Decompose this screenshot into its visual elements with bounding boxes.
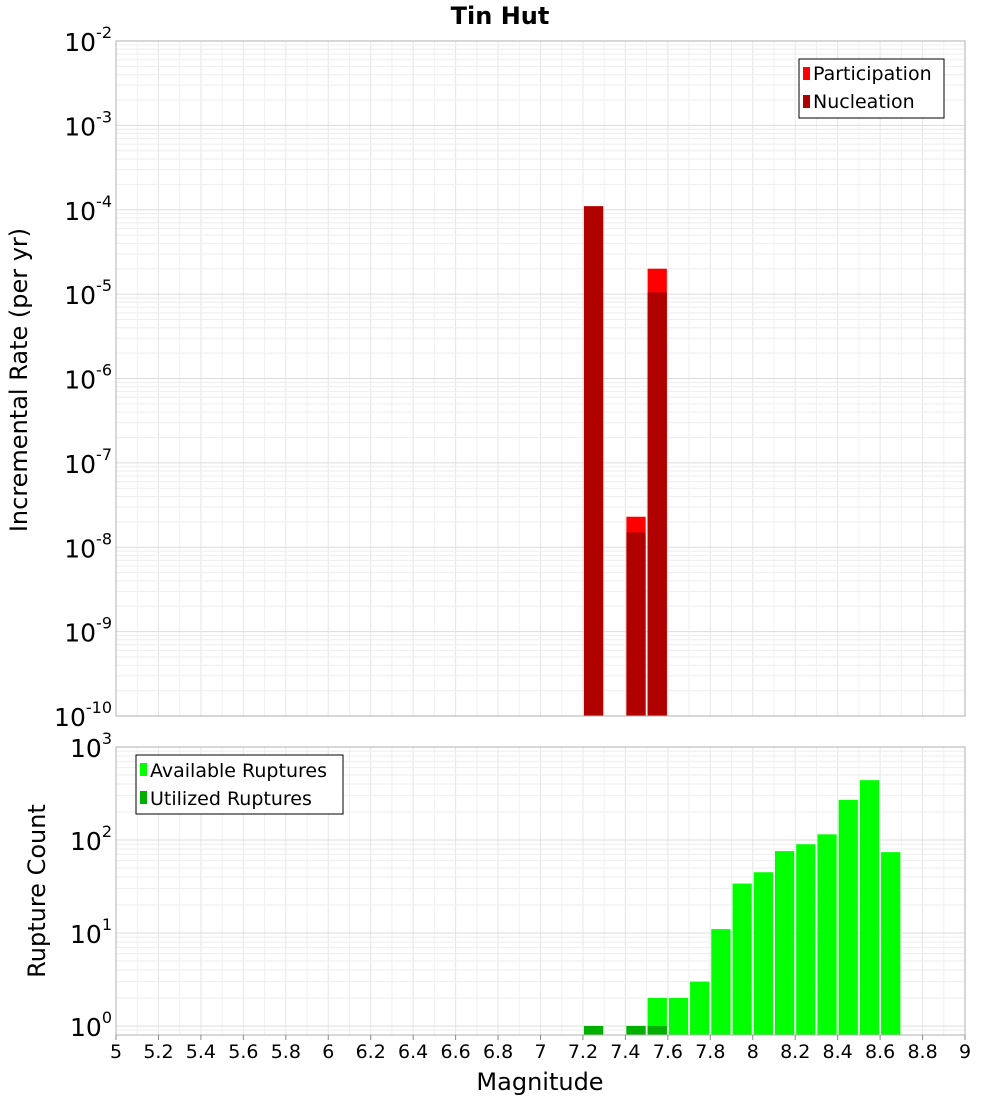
x-tick-label: 8.2 (780, 1041, 810, 1063)
available-ruptures-bar (774, 851, 795, 1035)
x-tick-label: 5.8 (271, 1041, 301, 1063)
available-ruptures-bar (690, 981, 710, 1035)
available-ruptures-bar (817, 834, 837, 1035)
utilized-ruptures-bar (647, 1025, 667, 1035)
bottom-y-tick-label: 102 (70, 822, 112, 856)
bottom-legend-box (135, 754, 344, 815)
x-tick-label: 7 (534, 1041, 546, 1063)
legend-label-utilized: Utilized Ruptures (150, 788, 312, 810)
bottom-x-ticks: 5 5.2 5.4 5.6 5.8 6 6.2 6.4 6.6 6.8 7 7.2 7.4 7.6 7.8 8… (110, 1035, 971, 1063)
top-y-tick-label: 10-9 (64, 614, 112, 648)
legend-label-available: Available Ruptures (150, 760, 327, 782)
x-tick-label: 9 (959, 1041, 971, 1063)
bottom-y-ticks: 103 102 101 100 (70, 729, 112, 1042)
bottom-legend: Available Ruptures Utilized Ruptures (135, 754, 344, 815)
legend-swatch-utilized (140, 791, 147, 804)
top-y-tick-label: 10-3 (64, 107, 112, 141)
top-y-tick-label: 10-8 (64, 529, 112, 563)
chart-title: Tin Hut (451, 2, 550, 30)
legend-swatch-participation (803, 67, 810, 80)
top-y-tick-label: 10-10 (54, 698, 112, 732)
top-legend: Participation Nucleation (798, 58, 945, 119)
x-tick-label: 6 (322, 1041, 334, 1063)
x-tick-label: 5.4 (186, 1041, 216, 1063)
top-grid (115, 40, 966, 717)
x-tick-label: 6.4 (398, 1041, 428, 1063)
available-ruptures-bar (859, 780, 880, 1035)
legend-label-nucleation: Nucleation (813, 91, 915, 113)
x-tick-label: 7.2 (568, 1041, 598, 1063)
x-tick-label: 6.8 (483, 1041, 513, 1063)
bottom-bars (583, 780, 901, 1035)
bottom-y-axis-label: Rupture Count (23, 804, 51, 978)
nucleation-bar (647, 292, 667, 716)
x-tick-label: 7.6 (653, 1041, 683, 1063)
legend-swatch-nucleation (803, 95, 810, 108)
available-ruptures-bar (881, 852, 901, 1035)
x-axis-label: Magnitude (476, 1068, 603, 1096)
available-ruptures-bar (668, 997, 689, 1035)
top-y-tick-label: 10-2 (64, 23, 112, 57)
available-ruptures-bar (711, 929, 731, 1035)
legend-swatch-available (140, 763, 147, 776)
top-bars (583, 206, 667, 716)
top-y-tick-label: 10-7 (64, 445, 112, 479)
top-y-tick-label: 10-5 (64, 276, 112, 310)
top-y-ticks: 10-2 10-3 10-4 10-5 10-6 10-7 10-8 10-9 10-10 (54, 23, 112, 732)
top-legend-box (798, 58, 945, 119)
available-ruptures-bar (838, 799, 858, 1035)
available-ruptures-bar (753, 872, 773, 1035)
available-ruptures-bar (647, 997, 667, 1035)
top-y-tick-label: 10-6 (64, 361, 112, 395)
legend-label-participation: Participation (813, 63, 932, 85)
bottom-y-tick-label: 100 (70, 1008, 112, 1042)
top-panel: 10-2 10-3 10-4 10-5 10-6 10-7 10-8 10-9 10-10 In… (5, 23, 966, 732)
x-tick-label: 7.4 (610, 1041, 640, 1063)
x-tick-label: 5 (110, 1041, 122, 1063)
bottom-panel: 103 102 101 100 5 5.2 5.4 5.6 5.8 6 6.2 6.4 6.6 6.8 7… (23, 729, 971, 1096)
utilized-ruptures-bar (626, 1025, 646, 1035)
x-tick-label: 7.8 (695, 1041, 725, 1063)
x-tick-label: 8 (747, 1041, 759, 1063)
nucleation-bar (626, 532, 646, 716)
x-tick-label: 6.6 (440, 1041, 470, 1063)
x-tick-label: 6.2 (356, 1041, 386, 1063)
bottom-y-tick-label: 101 (70, 915, 112, 949)
nucleation-bar (583, 206, 604, 716)
x-tick-label: 8.8 (907, 1041, 937, 1063)
x-tick-label: 5.6 (228, 1041, 258, 1063)
top-y-axis-label: Incremental Rate (per yr) (5, 228, 33, 532)
top-y-tick-label: 10-4 (64, 192, 112, 226)
available-ruptures-bar (796, 844, 816, 1035)
available-ruptures-bar (732, 883, 752, 1035)
x-tick-label: 8.6 (865, 1041, 895, 1063)
x-tick-label: 5.2 (143, 1041, 173, 1063)
utilized-ruptures-bar (583, 1025, 604, 1035)
top-plot-frame (115, 40, 966, 717)
x-tick-label: 8.4 (823, 1041, 853, 1063)
bottom-y-tick-label: 103 (70, 729, 112, 763)
